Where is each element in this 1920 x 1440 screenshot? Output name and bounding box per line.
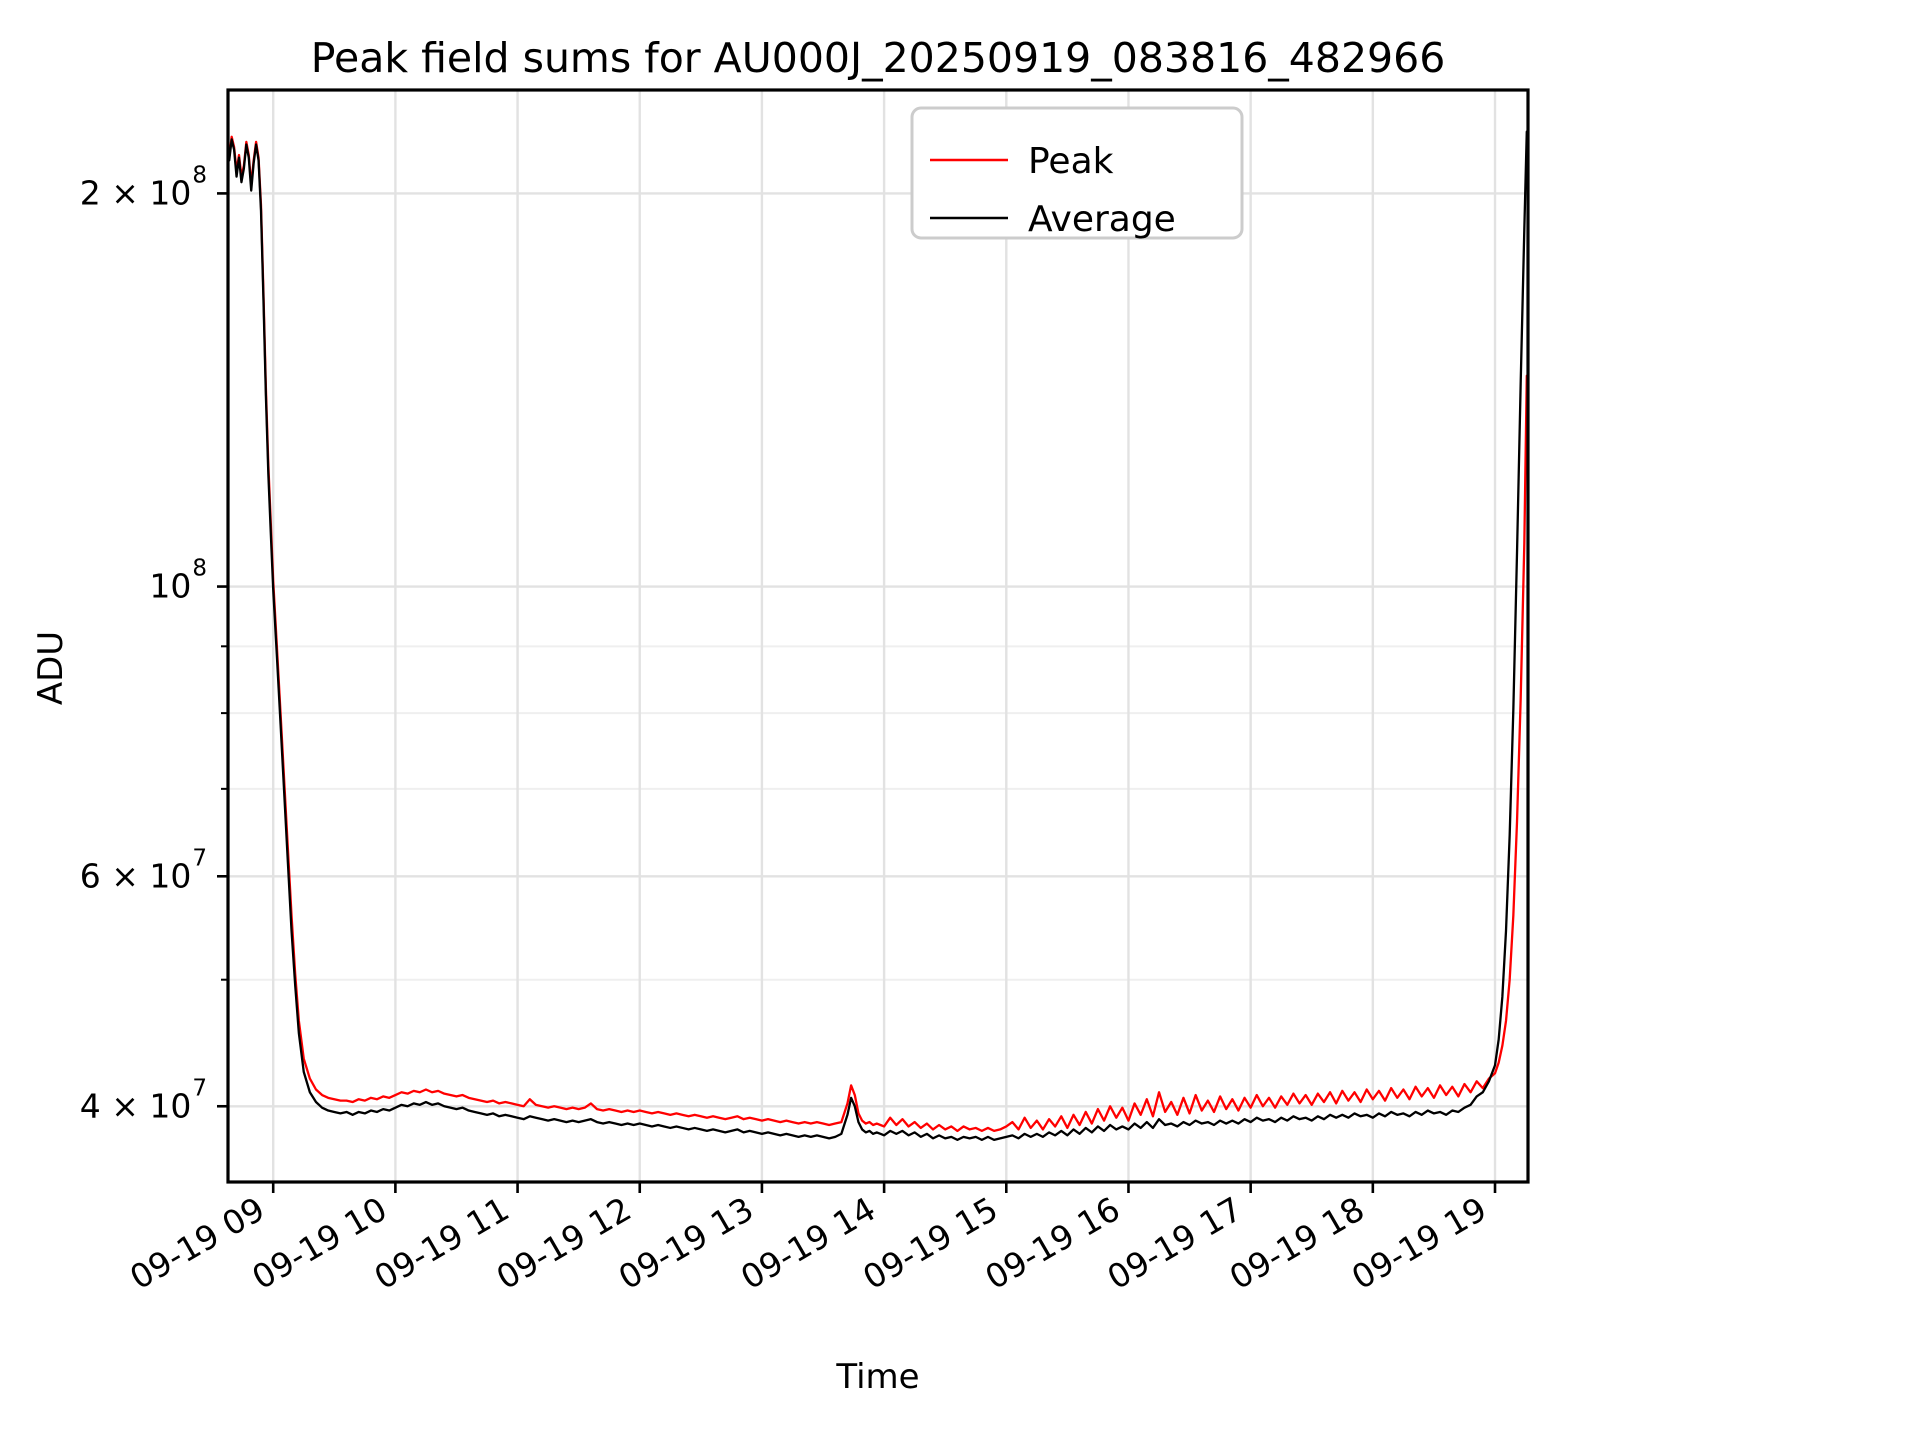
legend-entries: Peak Average — [930, 141, 1176, 240]
y-tick-label: 6 × 10 7 — [80, 845, 207, 895]
y-tick-label-text: 10 — [149, 567, 191, 606]
axes-spines — [226, 88, 1530, 1184]
data-series-layer — [228, 130, 1528, 1141]
y-tick-label-text: 6 × 10 — [80, 856, 192, 895]
y-tick-labels: 2 × 10 810 86 × 10 74 × 10 7 — [80, 162, 207, 1125]
y-tick-label: 10 8 — [149, 556, 207, 606]
y-tick-label-exponent: 7 — [192, 845, 207, 871]
plot-area-background — [228, 90, 1528, 1182]
legend-label-peak: Peak — [1028, 141, 1114, 182]
series-line-peak — [228, 135, 1528, 1133]
minor-gridlines — [228, 645, 1528, 981]
y-tick-label-exponent: 8 — [192, 162, 207, 188]
legend-label-average: Average — [1028, 199, 1176, 240]
page-title: Peak field sums for AU000J_20250919_0838… — [311, 34, 1446, 82]
series-line-average — [228, 130, 1528, 1141]
y-tick-label-exponent: 7 — [192, 1075, 207, 1101]
y-tick-label-text: 2 × 10 — [80, 173, 192, 212]
legend-background — [910, 106, 1244, 240]
tick-marks — [217, 192, 1497, 1193]
y-axis-label: ADU — [31, 631, 71, 705]
y-tick-label: 4 × 10 7 — [80, 1075, 207, 1125]
y-tick-label: 2 × 10 8 — [80, 162, 207, 212]
y-tick-label-exponent: 8 — [192, 556, 207, 582]
x-axis-label: Time — [835, 1357, 919, 1397]
plot-border — [226, 88, 1530, 1184]
y-tick-label-text: 4 × 10 — [80, 1086, 192, 1125]
chart-legend[interactable]: Peak Average — [910, 106, 1244, 240]
